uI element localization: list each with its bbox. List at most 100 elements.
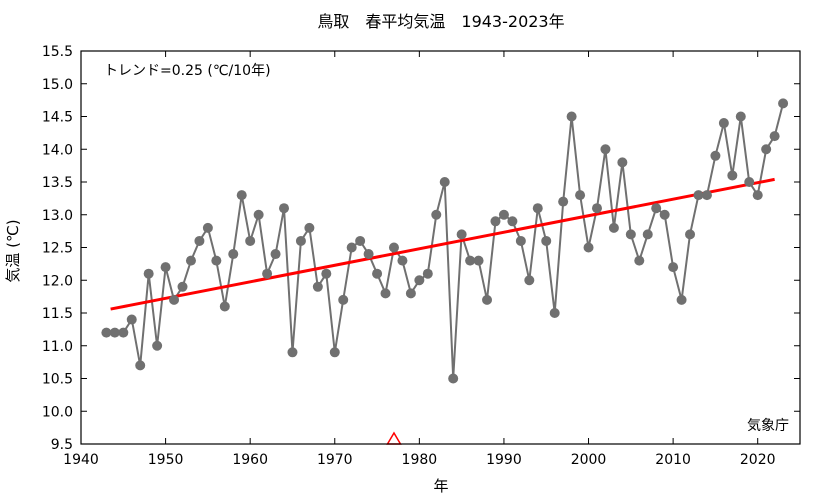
- data-point: [524, 275, 535, 286]
- data-point: [541, 235, 552, 246]
- data-point: [583, 242, 594, 253]
- data-point: [659, 209, 670, 220]
- data-point: [312, 281, 323, 292]
- data-point: [676, 294, 687, 305]
- data-point: [558, 196, 569, 207]
- data-point: [600, 144, 611, 155]
- data-point: [642, 229, 653, 240]
- data-point: [219, 301, 230, 312]
- data-point: [685, 229, 696, 240]
- data-point: [185, 255, 196, 266]
- data-point: [355, 235, 366, 246]
- data-point: [617, 157, 628, 168]
- data-point: [279, 203, 290, 214]
- x-tick-label: 1950: [148, 452, 184, 468]
- data-point: [431, 209, 442, 220]
- data-point: [575, 190, 586, 201]
- data-point: [405, 288, 416, 299]
- x-tick-label: 2000: [571, 452, 607, 468]
- source-annotation: 気象庁: [747, 418, 789, 434]
- data-point: [321, 268, 332, 279]
- x-tick-label: 1940: [63, 452, 99, 468]
- data-point: [245, 235, 256, 246]
- data-point: [211, 255, 222, 266]
- data-point: [397, 255, 408, 266]
- trend-line: [110, 177, 775, 311]
- x-tick-label: 1970: [317, 452, 353, 468]
- data-point: [693, 190, 704, 201]
- data-point: [101, 327, 112, 338]
- x-tick-label: 1960: [232, 452, 268, 468]
- data-point: [744, 177, 755, 187]
- data-point: [338, 294, 349, 305]
- data-point: [202, 222, 213, 233]
- chart-title: 鳥取 春平均気温 1943-2023年: [317, 12, 564, 31]
- data-point: [735, 111, 746, 122]
- data-point: [236, 190, 247, 201]
- data-point: [287, 347, 298, 358]
- data-point: [194, 235, 205, 246]
- data-point: [507, 216, 518, 227]
- data-point: [490, 216, 501, 227]
- data-point: [329, 347, 340, 358]
- data-point: [262, 268, 273, 279]
- y-tick-label: 12.0: [42, 273, 73, 289]
- y-tick-label: 12.5: [42, 241, 73, 257]
- data-point: [380, 288, 391, 299]
- y-tick-label: 14.5: [42, 110, 73, 126]
- data-point: [710, 150, 721, 161]
- data-point: [718, 118, 729, 129]
- x-tick-label: 2020: [740, 452, 776, 468]
- data-point: [515, 235, 526, 246]
- data-point: [177, 281, 188, 292]
- data-point: [482, 294, 493, 305]
- data-point: [465, 255, 476, 266]
- data-point: [295, 235, 306, 246]
- data-point: [372, 268, 383, 279]
- y-axis-label-group: 気温 (℃): [4, 219, 22, 282]
- data-point: [363, 249, 374, 260]
- data-point: [143, 268, 154, 279]
- trend-annotation: トレンド=0.25 (℃/10年): [104, 63, 271, 79]
- data-point: [109, 327, 120, 338]
- data-point: [634, 255, 645, 266]
- data-point: [608, 222, 619, 233]
- data-point: [270, 249, 281, 260]
- y-tick-label: 11.0: [42, 339, 73, 355]
- y-tick-label: 14.0: [42, 142, 73, 158]
- data-point: [160, 262, 171, 273]
- data-point: [135, 360, 146, 371]
- x-tick-label: 1980: [402, 452, 438, 468]
- data-point: [549, 308, 560, 318]
- data-point: [304, 222, 315, 233]
- ticks: 9.5 10.0 10.5 11.0 11.5 12.0 12.5 13.0 13.5 14.0 1…: [42, 44, 800, 468]
- x-axis-label: 年: [433, 477, 448, 495]
- data-point: [727, 170, 738, 181]
- data-point: [152, 340, 163, 351]
- data-point: [456, 229, 467, 240]
- y-tick-label: 9.5: [51, 437, 73, 453]
- data-point: [769, 131, 780, 142]
- data-point: [498, 209, 509, 220]
- data-point: [346, 242, 357, 253]
- data-point: [532, 203, 543, 214]
- data-point: [473, 255, 484, 266]
- data-point: [591, 203, 602, 214]
- y-tick-label: 10.5: [42, 372, 73, 388]
- triangle-marker: [386, 431, 402, 445]
- data-point: [448, 373, 459, 384]
- y-tick-label: 15.5: [42, 44, 73, 60]
- y-tick-label: 13.5: [42, 175, 73, 191]
- data-point: [651, 203, 662, 214]
- data-point: [625, 229, 636, 240]
- data-point: [752, 190, 763, 201]
- data-point: [414, 275, 425, 286]
- data-point: [778, 98, 789, 109]
- data-point: [169, 294, 180, 305]
- series-layer: [101, 98, 789, 445]
- x-tick-label: 2010: [655, 452, 691, 468]
- x-tick-label: 1990: [486, 452, 522, 468]
- data-point: [228, 249, 239, 260]
- y-tick-label: 15.0: [42, 77, 73, 93]
